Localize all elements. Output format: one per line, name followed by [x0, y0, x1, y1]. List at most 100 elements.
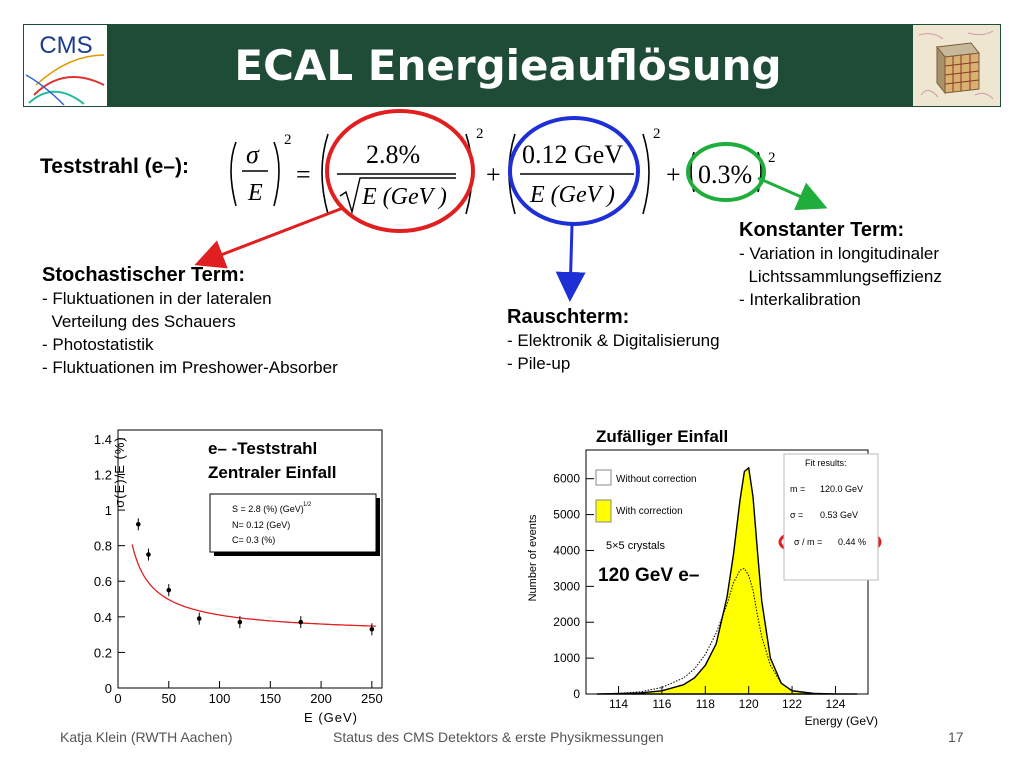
- noise-arrow: [555, 224, 586, 302]
- data-point: [146, 552, 151, 557]
- y-tick-label: 0.6: [94, 574, 112, 589]
- stochastic-numerator: 2.8%: [366, 140, 421, 169]
- legend-with-swatch: [595, 499, 612, 523]
- exponent-1: 2: [284, 132, 292, 148]
- y-tick-label: 1.4: [94, 432, 112, 447]
- fit-box-S-exponent: 1/2: [303, 502, 312, 508]
- fit-curve: [131, 544, 376, 627]
- x-tick-label: 100: [209, 691, 231, 706]
- data-point: [166, 587, 172, 593]
- x-tick-label: 124: [825, 697, 845, 711]
- fit-m-label: m =: [790, 484, 805, 494]
- cms-logo-graphic: CMS: [25, 32, 105, 106]
- y-tick-label: 0.4: [94, 610, 112, 625]
- cms-logo-text: CMS: [39, 32, 92, 59]
- fit-sigma-label: σ =: [790, 510, 803, 520]
- noise-item: - Elektronik & Digitalisierung: [507, 331, 720, 350]
- constant-block: Konstanter Term: - Variation in longitud…: [739, 219, 942, 311]
- title-bar: [23, 24, 1001, 107]
- left-plot-xlabel: E (GeV): [304, 710, 358, 725]
- right-plot-svg: Zufälliger Einfall 114 116 118 120 122 124 0 10…: [527, 427, 879, 728]
- y-tick-label: 4000: [553, 543, 580, 557]
- exponent-4: 2: [768, 150, 776, 166]
- y-tick-label: 0.2: [94, 645, 112, 660]
- data-point: [196, 616, 202, 621]
- left-plot-annotation-2: Zentraler Einfall: [208, 463, 336, 482]
- x-tick-label: 0: [114, 691, 121, 706]
- stochastic-arrow: [194, 206, 344, 269]
- x-tick-label: 116: [652, 697, 671, 711]
- left-plot-annotation-1: e– -Teststrahl: [208, 439, 317, 458]
- noise-title: Rauschterm:: [507, 306, 630, 328]
- fit-ratio-label: σ / m =: [794, 537, 822, 547]
- fit-sigma-value: 0.53 GeV: [820, 510, 858, 520]
- noise-highlight-circle: [508, 116, 640, 226]
- noise-block: Rauschterm: - Elektronik & Digitalisieru…: [507, 306, 720, 375]
- resolution-vs-energy-plot: 0 50 100 150 200 250 0 0.2 0.4 0.6 0.8 1 1.2 1.4 σ(E)…: [60, 412, 400, 730]
- y-tick-label: 1000: [553, 651, 580, 665]
- x-tick-label: 122: [782, 697, 802, 711]
- ecal-crystal-image: [912, 24, 1001, 107]
- left-plot-frame: [117, 429, 383, 689]
- fit-box-N: N= 0.12 (GeV): [232, 520, 290, 530]
- exponent-3: 2: [653, 126, 661, 142]
- data-point: [237, 619, 243, 625]
- fit-results-box: [783, 453, 879, 581]
- cms-logo: CMS: [23, 24, 108, 107]
- teststrahl-label: Teststrahl (e–):: [40, 155, 189, 178]
- y-tick-label: 1.2: [94, 467, 112, 482]
- energy-spectrum-plot: Zufälliger Einfall 114 116 118 120 122 124 0 10…: [520, 418, 890, 730]
- y-tick-label: 3000: [553, 579, 580, 593]
- x-tick-label: 200: [310, 691, 332, 706]
- left-plot-svg: 0 50 100 150 200 250 0 0.2 0.4 0.6 0.8 1 1.2 1.4 σ(E)…: [94, 429, 383, 725]
- resolution-formula: σ E 2 = 2.8% E (GeV ) 2 + 0.12 GeV E (Ge…: [222, 126, 782, 226]
- stochastic-title: Stochastischer Term:: [42, 264, 246, 286]
- stochastic-item: - Fluktuationen im Preshower-Absorber: [42, 358, 338, 377]
- energy-symbol: E: [248, 180, 263, 206]
- x-tick-label: 118: [696, 697, 715, 711]
- constant-item: - Interkalibration: [739, 290, 861, 309]
- fit-box-C: C= 0.3 (%): [232, 535, 275, 545]
- crystal-graphic: [918, 30, 994, 100]
- fit-box-S: S = 2.8 (%) (GeV): [232, 504, 304, 514]
- right-plot-xlabel: Energy (GeV): [805, 714, 878, 728]
- page-title: ECAL Energieauflösung: [234, 41, 782, 90]
- right-plot-title: Zufälliger Einfall: [596, 427, 728, 446]
- constant-item: - Variation in longitudinaler: [739, 244, 940, 263]
- footer-page-number: 17: [948, 729, 964, 745]
- noise-numerator: 0.12 GeV: [522, 140, 624, 169]
- y-tick-label: 2000: [553, 615, 580, 629]
- noise-denominator: E (GeV ): [530, 182, 615, 208]
- y-tick-label: 5000: [553, 508, 580, 522]
- data-point: [136, 522, 141, 527]
- y-tick-label: 0: [105, 681, 112, 696]
- data-point: [298, 619, 304, 625]
- fit-box-shadow-bottom: [214, 552, 380, 556]
- x-tick-label: 150: [259, 691, 281, 706]
- beam-energy-label: 120 GeV e–: [598, 565, 699, 586]
- stochastic-item: Verteilung des Schauers: [42, 312, 236, 331]
- fit-ratio-value: 0.44 %: [838, 537, 866, 547]
- exponent-2: 2: [476, 126, 484, 142]
- fit-m-value: 120.0 GeV: [820, 484, 863, 494]
- x-tick-label: 120: [739, 697, 759, 711]
- equals-sign: =: [296, 160, 311, 189]
- legend-without-swatch: [595, 469, 612, 486]
- fit-box: [209, 493, 377, 553]
- left-plot-ylabel: σ(E)/E (%): [112, 436, 127, 507]
- y-tick-label: 0.8: [94, 539, 112, 554]
- constant-term: 0.3%: [698, 160, 753, 189]
- constant-arrow: [757, 176, 828, 211]
- plus-sign-1: +: [486, 160, 501, 189]
- fit-box-shadow: [376, 498, 380, 556]
- x-tick-label: 50: [162, 691, 176, 706]
- right-plot-ylabel: Number of events: [527, 514, 539, 601]
- footer-title: Status des CMS Detektors & erste Physikm…: [333, 729, 664, 745]
- fit-results-title: Fit results:: [805, 458, 847, 468]
- plus-sign-2: +: [666, 160, 681, 189]
- sigma-symbol: σ: [246, 140, 259, 169]
- y-tick-label: 6000: [553, 472, 580, 486]
- without-correction-line: [596, 567, 858, 695]
- constant-highlight-circle: [686, 142, 766, 202]
